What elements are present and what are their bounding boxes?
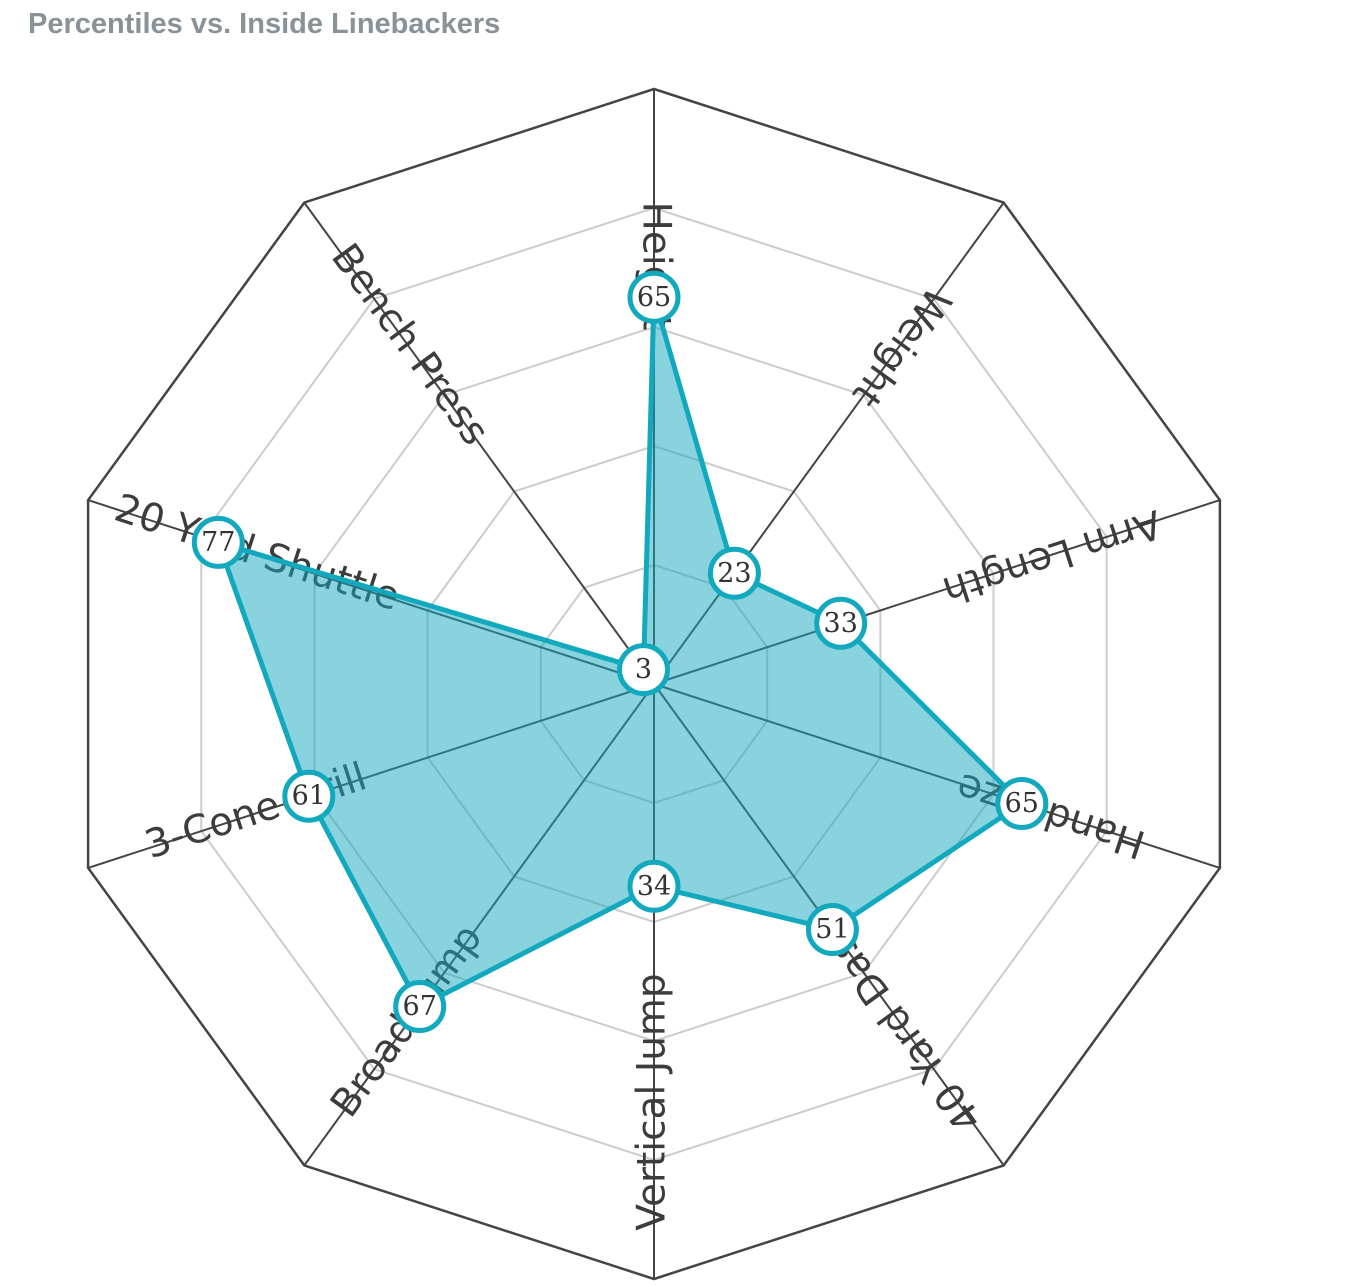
data-markers: 65 23 33 65 51 34 67 61 77 3 <box>191 270 1049 1033</box>
data-point-vertical-jump[interactable]: 34 <box>627 859 681 913</box>
spoke-bench-press <box>303 202 655 685</box>
data-point-marker <box>805 903 859 956</box>
data-point-bench-press[interactable]: 3 <box>617 643 670 697</box>
data-point-marker <box>191 515 245 569</box>
axis-label-vertical-jump: Vertical Jump <box>630 973 675 1230</box>
data-point-marker <box>995 777 1049 830</box>
chart-title: Percentiles vs. Inside Linebackers <box>28 8 501 40</box>
data-point-marker <box>814 596 868 650</box>
data-label: 77 <box>201 527 235 558</box>
data-point-40-yard-dash[interactable]: 51 <box>805 903 859 956</box>
data-point-marker <box>282 769 336 823</box>
data-label: 61 <box>292 781 326 812</box>
data-label: 33 <box>824 608 858 639</box>
data-label: 3 <box>635 654 652 685</box>
data-point-marker <box>707 546 761 600</box>
data-point-arm-length[interactable]: 33 <box>814 596 868 650</box>
data-label: 65 <box>1005 788 1039 819</box>
data-point-marker <box>627 859 681 913</box>
data-label: 23 <box>717 558 751 589</box>
data-point-20-yard-shuttle[interactable]: 77 <box>191 515 245 569</box>
data-point-weight[interactable]: 23 <box>707 546 761 600</box>
data-point-marker <box>393 980 447 1033</box>
data-point-hand-size[interactable]: 65 <box>995 777 1049 830</box>
data-label: 67 <box>403 991 437 1022</box>
data-point-marker <box>617 643 670 697</box>
data-label: 65 <box>637 282 671 313</box>
data-point-broad-jump[interactable]: 67 <box>393 980 447 1033</box>
data-point-height[interactable]: 65 <box>627 270 681 324</box>
data-label: 51 <box>815 914 849 945</box>
data-point-3-cone-drill[interactable]: 61 <box>282 769 336 823</box>
data-area-layer <box>215 294 1025 1009</box>
data-label: 34 <box>637 871 671 902</box>
axis-label-arm-length: Arm Length <box>937 500 1167 613</box>
axis-label-weight: Weight <box>843 279 959 415</box>
data-area <box>215 294 1025 1009</box>
data-point-marker <box>627 270 681 324</box>
